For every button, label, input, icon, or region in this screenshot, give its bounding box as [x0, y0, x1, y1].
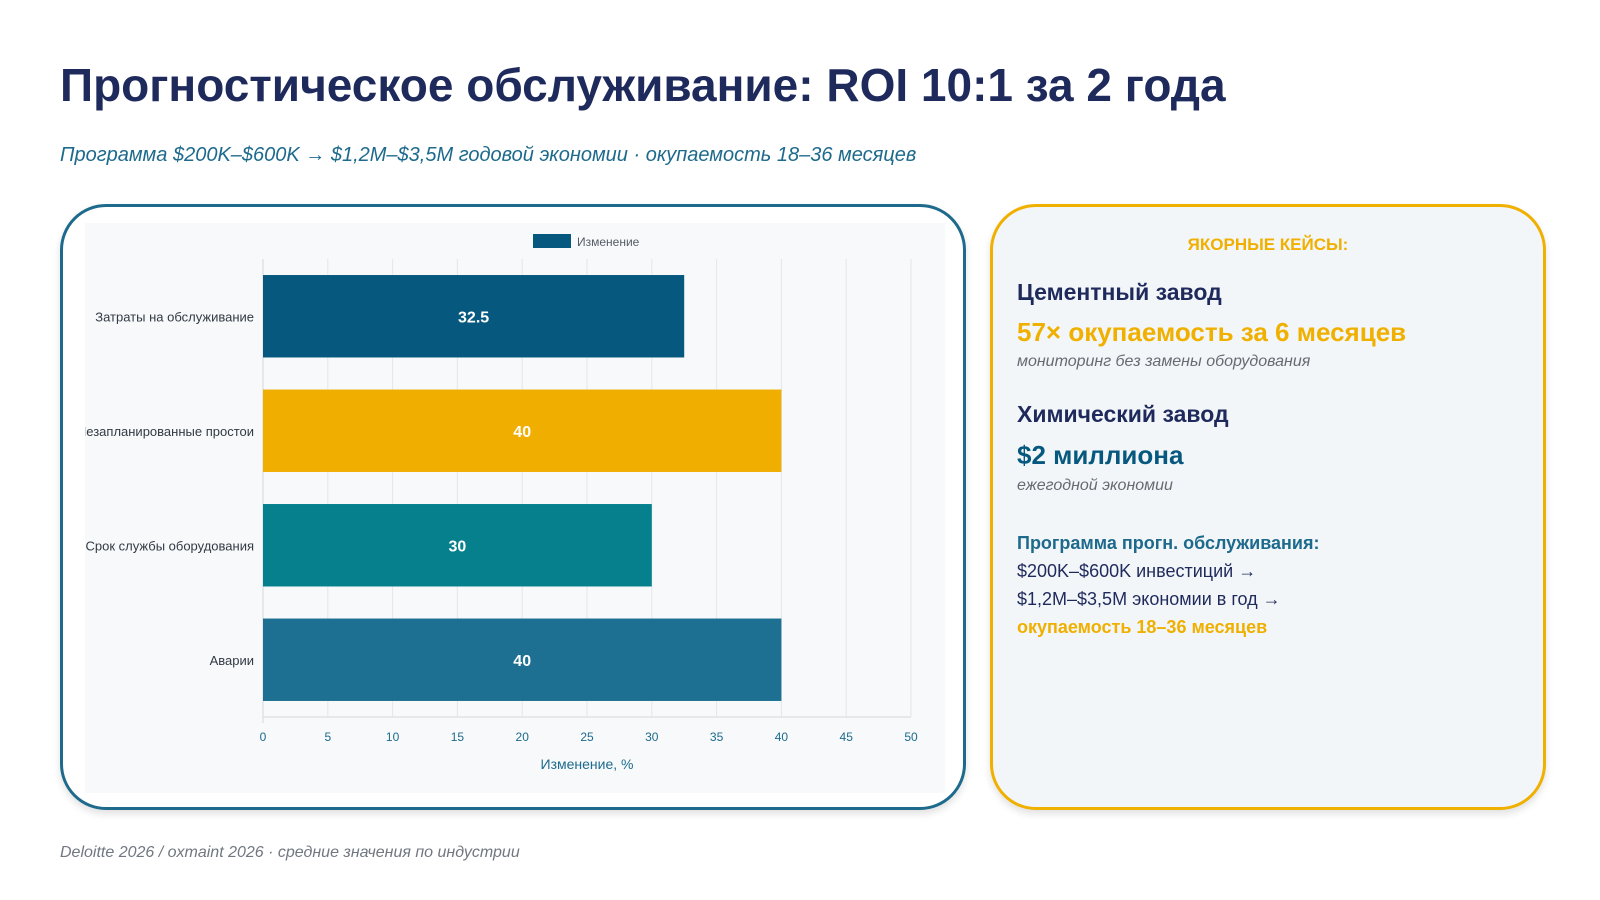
- chart-area: 0 5 10 15 20 25 30 35 40 45 50 32.5 Затраты на обслу…: [85, 223, 945, 793]
- program-savings: $1,2M–$3,5M экономии в год →: [1017, 589, 1281, 609]
- x-tick-label: 20: [516, 730, 530, 744]
- x-tick-label: 5: [324, 730, 331, 744]
- bar: [263, 275, 685, 358]
- program-payback: окупаемость 18–36 месяцев: [1017, 617, 1268, 637]
- category-label: Аварии: [210, 653, 254, 668]
- x-tick-label: 0: [260, 730, 267, 744]
- legend-swatch: [533, 234, 571, 248]
- x-tick-label: 10: [386, 730, 400, 744]
- bar-data-label: 30: [449, 538, 467, 555]
- bar-data-label: 40: [513, 653, 531, 670]
- bar: [263, 504, 652, 587]
- category-label: Затраты на обслуживание: [95, 309, 254, 324]
- x-axis-title: Изменение, %: [541, 756, 634, 772]
- bar-data-label: 40: [513, 424, 531, 441]
- cases-heading: ЯКОРНЫЕ КЕЙСЫ:: [1187, 235, 1349, 254]
- legend-label: Изменение: [577, 235, 640, 249]
- x-tick-label: 25: [580, 730, 594, 744]
- x-tick-label: 50: [904, 730, 918, 744]
- x-tick-label: 15: [451, 730, 465, 744]
- x-tick-label: 30: [645, 730, 659, 744]
- x-tick-label: 45: [840, 730, 854, 744]
- case-cement-name: Цементный завод: [1017, 279, 1222, 305]
- bar-data-label: 32.5: [458, 309, 489, 326]
- page-subtitle: Программа $200K–$600K → $1,2M–$3,5M годо…: [60, 144, 917, 166]
- bar: [263, 389, 782, 472]
- program-title: Программа прогн. обслуживания:: [1017, 533, 1320, 553]
- x-tick-label: 35: [710, 730, 724, 744]
- case-chemical-name: Химический завод: [1017, 401, 1229, 427]
- x-tick-label: 40: [775, 730, 789, 744]
- anchor-cases-card: ЯКОРНЫЕ КЕЙСЫ: Цементный завод 57× окупа…: [990, 204, 1546, 810]
- case-cement-note: мониторинг без замены оборудования: [1017, 353, 1311, 370]
- case-chemical-note: ежегодной экономии: [1017, 477, 1173, 494]
- bar-chart: 0 5 10 15 20 25 30 35 40 45 50 32.5 Затраты на обслу…: [85, 234, 918, 772]
- case-cement-value: 57× окупаемость за 6 месяцев: [1017, 317, 1407, 347]
- chart-card: 0 5 10 15 20 25 30 35 40 45 50 32.5 Затраты на обслу…: [60, 204, 966, 810]
- case-chemical-value: $2 миллиона: [1017, 440, 1184, 470]
- page-title: Прогностическое обслуживание: ROI 10:1 з…: [60, 59, 1226, 111]
- source-footnote: Deloitte 2026 / oxmaint 2026 · средние з…: [60, 844, 520, 861]
- program-investment: $200K–$600K инвестиций →: [1017, 561, 1257, 581]
- category-label: Срок службы оборудования: [86, 538, 254, 553]
- bar: [263, 618, 782, 701]
- category-label: Незапланированные простои: [85, 424, 254, 439]
